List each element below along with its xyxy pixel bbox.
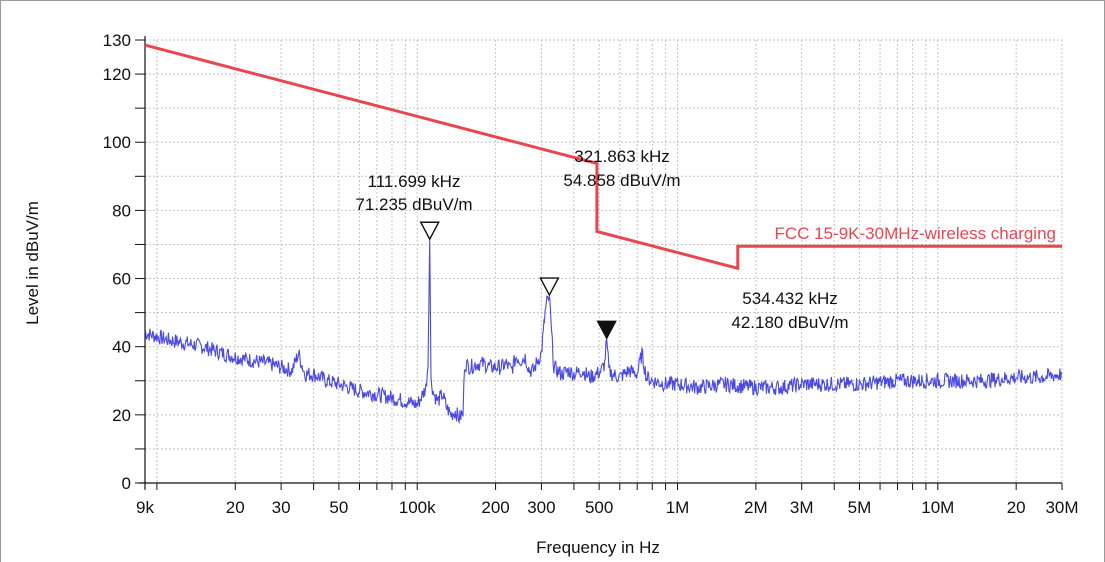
y-tick-label: 120 [103, 65, 131, 84]
y-tick-label: 60 [112, 270, 131, 289]
x-tick-label: 30M [1045, 498, 1078, 517]
grid [144, 39, 1063, 484]
marker-frequency-label: 534.432 kHz [742, 289, 837, 308]
marker-level-label: 71.235 dBuV/m [355, 195, 472, 214]
peak-marker [596, 320, 617, 340]
x-tick-label: 10M [921, 498, 954, 517]
x-tick-label: 30 [272, 498, 291, 517]
y-tick-label: 40 [112, 338, 131, 357]
series-layer [144, 43, 1063, 425]
measurement-trace [144, 240, 1063, 425]
x-tick-label: 2M [744, 498, 768, 517]
x-tick-label: 1M [666, 498, 690, 517]
x-tick-label: 50 [329, 498, 348, 517]
y-tick-label: 20 [112, 406, 131, 425]
x-tick-label: 300 [527, 498, 555, 517]
marker-frequency-label: 111.699 kHz [368, 172, 461, 191]
x-axis-label: Frequency in Hz [536, 538, 660, 557]
x-tick-label: 200 [481, 498, 509, 517]
limit-line-legend: FCC 15-9K-30MHz-wireless charging [774, 224, 1056, 243]
marker-frequency-label: 321.863 kHz [574, 147, 669, 166]
x-tick-label: 100k [399, 498, 436, 517]
y-tick-label: 130 [103, 31, 131, 50]
limit-line [144, 43, 1062, 271]
y-tick-label: 0 [122, 474, 131, 493]
y-tick-label: 80 [112, 201, 131, 220]
x-tick-label: 9k [136, 498, 154, 517]
axes: 0 20 40 60 80 100 120 130 9k 20 30 50 100k 200 300 500 1… [103, 31, 1079, 517]
peak-marker [539, 277, 560, 297]
y-tick-label: 100 [103, 133, 131, 152]
x-tick-label: 5M [848, 498, 872, 517]
x-tick-label: 500 [585, 498, 613, 517]
x-tick-label: 20 [1007, 498, 1026, 517]
peak-marker [419, 221, 440, 241]
y-axis-label: Level in dBuV/m [23, 201, 42, 325]
x-tick-label: 20 [226, 498, 245, 517]
marker-level-label: 54.858 dBuV/m [563, 171, 680, 190]
x-tick-label: 3M [790, 498, 814, 517]
marker-level-label: 42.180 dBuV/m [731, 313, 848, 332]
marker-layer: 111.699 kHz 71.235 dBuV/m 321.863 kHz 54.85… [355, 147, 849, 340]
